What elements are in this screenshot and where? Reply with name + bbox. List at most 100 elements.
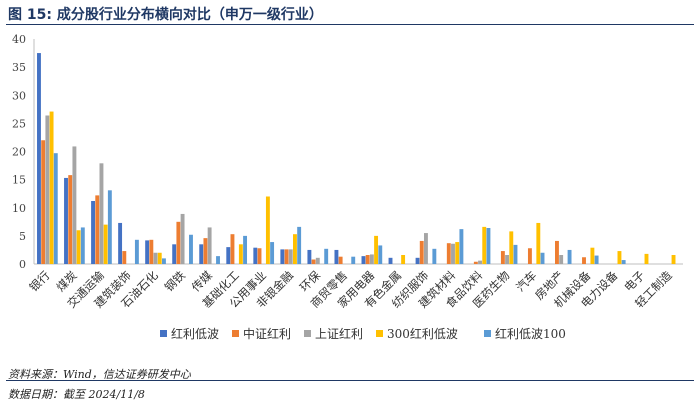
- bar-3-23: [671, 255, 676, 264]
- bar-4-2: [107, 190, 112, 264]
- bar-0-3: [118, 222, 123, 264]
- legend-swatch-0: [160, 330, 167, 337]
- bar-4-6: [216, 256, 220, 265]
- bar-0-8: [253, 247, 258, 264]
- bar-4-19: [567, 249, 572, 264]
- bar-2-4: [153, 252, 158, 264]
- bar-0-7: [226, 247, 231, 265]
- bar-4-3: [134, 239, 139, 264]
- bar-0-4: [145, 240, 150, 265]
- y-tick-label-1: 5: [19, 230, 26, 243]
- legend-swatch-2: [304, 330, 311, 337]
- y-tick-label-4: 20: [12, 146, 26, 159]
- title-divider: [6, 24, 694, 25]
- y-tick-label-2: 10: [12, 202, 26, 215]
- bar-1-11: [338, 256, 343, 264]
- bar-4-20: [594, 255, 599, 264]
- bar-3-1: [76, 230, 81, 264]
- bar-2-17: [505, 255, 510, 264]
- bar-1-4: [149, 239, 154, 264]
- bar-3-12: [374, 235, 379, 265]
- chart-legend: 红利低波 中证红利 上证红利 300红利低波 红利低波100: [160, 326, 566, 341]
- bar-1-9: [284, 249, 289, 265]
- bar-3-8: [265, 196, 270, 264]
- bar-3-18: [536, 222, 541, 264]
- bar-3-20: [590, 247, 595, 264]
- bar-2-12: [369, 254, 374, 264]
- bar-1-14: [419, 240, 424, 264]
- bar-1-19: [555, 240, 559, 264]
- bar-4-14: [432, 248, 437, 264]
- bar-4-0: [53, 153, 58, 264]
- bar-4-11: [351, 256, 356, 264]
- bar-1-20: [582, 257, 586, 264]
- bar-4-18: [540, 252, 545, 264]
- bar-3-17: [509, 231, 514, 265]
- bar-3-16: [482, 226, 487, 265]
- bar-3-21: [617, 251, 622, 264]
- bar-1-6: [203, 238, 208, 265]
- chart-bars: [37, 53, 676, 265]
- bar-3-4: [157, 252, 162, 264]
- legend-label-3: 300红利低波: [387, 326, 458, 341]
- figure-title: 图 15: 成分股行业分布横向对比（申万一级行业）: [8, 7, 323, 23]
- bar-1-17: [500, 251, 505, 264]
- bar-1-16: [473, 261, 478, 264]
- bar-4-4: [161, 258, 166, 265]
- bar-1-0: [41, 140, 46, 264]
- bar-1-18: [527, 248, 532, 264]
- bar-2-14: [424, 233, 428, 264]
- bar-4-5: [189, 234, 193, 264]
- x-tick-label-0: 银行: [26, 268, 52, 294]
- bar-4-9: [297, 226, 302, 265]
- bar-4-1: [80, 227, 85, 264]
- bar-4-12: [378, 245, 383, 264]
- bar-3-9: [293, 234, 297, 264]
- bar-1-7: [230, 234, 235, 264]
- bar-1-3: [122, 251, 127, 264]
- y-tick-label-6: 30: [12, 89, 26, 102]
- bar-2-2: [99, 163, 104, 264]
- bar-4-16: [486, 228, 491, 264]
- legend-label-4: 红利低波100: [495, 326, 566, 341]
- bar-4-10: [324, 248, 329, 264]
- bar-0-2: [91, 201, 95, 264]
- bar-0-13: [388, 257, 393, 264]
- bar-2-1: [72, 146, 77, 264]
- bar-0-12: [361, 256, 366, 265]
- date-note: 数据日期：截至 2024/11/8: [8, 388, 145, 401]
- bar-0-10: [307, 249, 312, 264]
- bar-3-13: [401, 255, 406, 264]
- bar-2-9: [288, 249, 293, 265]
- bar-0-0: [37, 53, 41, 264]
- bar-3-22: [644, 253, 649, 265]
- bar-0-11: [334, 249, 339, 264]
- bar-1-5: [176, 221, 181, 264]
- bar-3-2: [103, 224, 108, 265]
- bar-2-6: [207, 227, 212, 264]
- bar-2-16: [478, 260, 482, 265]
- y-tick-label-7: 35: [12, 61, 26, 74]
- x-tick-label-5: 钢铁: [162, 268, 189, 295]
- bar-0-9: [280, 249, 285, 265]
- bar-1-8: [257, 248, 262, 264]
- bar-4-7: [243, 235, 248, 265]
- bar-1-12: [365, 255, 370, 264]
- y-tick-label-5: 25: [12, 117, 26, 130]
- bar-2-5: [180, 213, 185, 264]
- bar-0-14: [415, 257, 420, 264]
- source-note: 资料来源：Wind，信达证券研发中心: [8, 368, 191, 381]
- bar-0-5: [172, 244, 177, 264]
- bar-4-17: [513, 244, 518, 265]
- y-tick-label-0: 0: [19, 258, 26, 271]
- bar-2-15: [451, 243, 455, 264]
- legend-label-1: 中证红利: [243, 326, 291, 341]
- legend-swatch-1: [232, 330, 239, 337]
- y-tick-label-8: 40: [12, 33, 26, 46]
- bar-3-7: [238, 244, 243, 264]
- bar-4-8: [270, 242, 275, 264]
- bar-1-2: [95, 195, 100, 265]
- bar-1-10: [311, 259, 316, 264]
